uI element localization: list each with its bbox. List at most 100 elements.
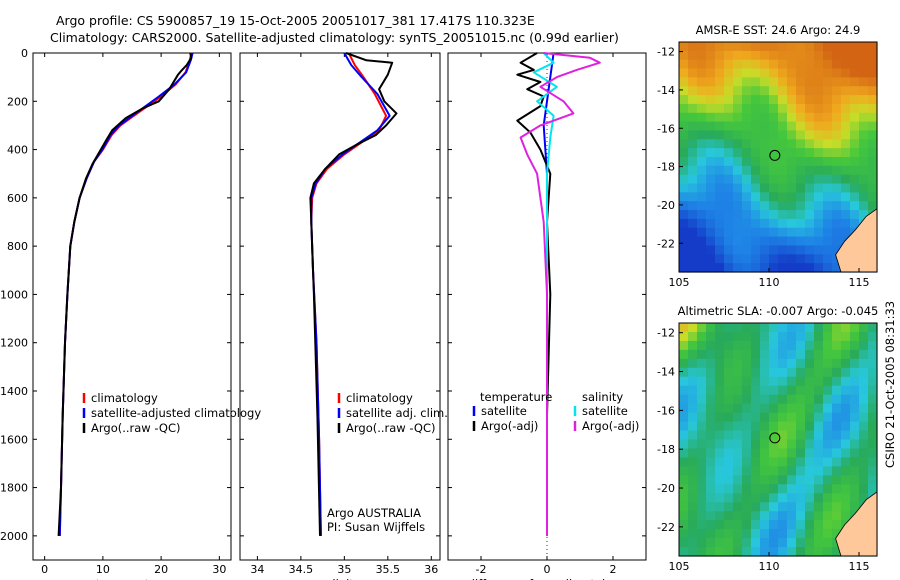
map-cell xyxy=(751,121,761,132)
map-cell xyxy=(859,448,869,459)
map-cell xyxy=(850,412,860,423)
map-cell xyxy=(841,439,851,450)
map-cell xyxy=(769,68,779,78)
map-cell xyxy=(715,139,725,149)
map-cell xyxy=(778,376,788,387)
map-cell xyxy=(724,121,734,132)
map-cell xyxy=(823,130,833,140)
map-cell xyxy=(832,263,842,273)
map-cell xyxy=(760,466,770,476)
map-cell xyxy=(841,323,851,333)
map-cell xyxy=(715,148,725,158)
map-cell xyxy=(742,192,752,202)
map-cell xyxy=(742,68,752,78)
map-cell xyxy=(697,174,707,185)
map-cell xyxy=(805,174,815,185)
map-cell xyxy=(868,59,878,70)
map-cell xyxy=(688,245,698,255)
map-cell xyxy=(769,340,779,351)
map-cell xyxy=(679,430,689,441)
map-cell xyxy=(733,457,743,467)
map-cell xyxy=(841,227,851,238)
map-cell xyxy=(742,484,752,494)
map-cell xyxy=(724,148,734,158)
map-cell xyxy=(724,254,734,264)
map-cell xyxy=(814,421,824,432)
annotation-pi: PI: Susan Wijffels xyxy=(327,520,425,534)
map-cell xyxy=(733,130,743,140)
map-cell xyxy=(769,42,779,52)
map-cell xyxy=(751,331,761,342)
map-cell xyxy=(679,403,689,414)
map-cell xyxy=(724,201,734,211)
map-cell xyxy=(733,331,743,342)
map-cell xyxy=(697,157,707,167)
map-cell xyxy=(841,210,851,220)
map-cell xyxy=(715,130,725,140)
map-cell xyxy=(823,331,833,342)
map-cell xyxy=(823,218,833,229)
map-cell xyxy=(697,529,707,539)
map-cell xyxy=(715,165,725,176)
map-cell xyxy=(697,358,707,369)
map-cell xyxy=(814,227,824,238)
map-cell xyxy=(778,331,788,342)
map-cell xyxy=(715,385,725,396)
map-cell xyxy=(841,484,851,494)
map-cell xyxy=(733,263,743,273)
map-cell xyxy=(814,42,824,52)
map-cell xyxy=(859,50,869,61)
map-cell xyxy=(742,86,752,96)
map-cell xyxy=(688,466,698,476)
map-cell xyxy=(868,385,878,396)
map-cell xyxy=(769,502,779,512)
map-cell xyxy=(742,112,752,123)
map-cell xyxy=(823,112,833,123)
map-cell xyxy=(688,403,698,414)
x-tick-label: -2 xyxy=(476,563,487,576)
map-cell xyxy=(823,139,833,149)
map-cell xyxy=(688,130,698,140)
map-cell xyxy=(751,538,761,548)
map-cell xyxy=(688,340,698,351)
map-cell xyxy=(832,430,842,441)
map-cell xyxy=(778,448,788,459)
map-cell xyxy=(742,245,752,255)
map-cell xyxy=(769,529,779,539)
map-cell xyxy=(724,529,734,539)
map-cell xyxy=(679,254,689,264)
map-cell xyxy=(787,157,797,167)
map-cell xyxy=(778,95,788,105)
x-tick-label: 2 xyxy=(610,563,617,576)
map-cell xyxy=(679,466,689,476)
map-cell xyxy=(688,475,698,485)
map-cell xyxy=(697,421,707,432)
map-cell xyxy=(769,86,779,96)
map-cell xyxy=(742,174,752,185)
map-cell xyxy=(796,68,806,78)
map-cell xyxy=(751,466,761,476)
map-cell xyxy=(787,323,797,333)
map-cell xyxy=(787,183,797,193)
map-cell xyxy=(679,103,689,114)
map-cell xyxy=(814,77,824,87)
map-cell xyxy=(841,103,851,114)
map-cell xyxy=(832,475,842,485)
map-cell xyxy=(706,103,716,114)
map-cell xyxy=(832,520,842,530)
map-cell xyxy=(769,323,779,333)
map-cell xyxy=(850,201,860,211)
map-cell xyxy=(733,421,743,432)
map-cell xyxy=(679,502,689,512)
map-cell xyxy=(706,457,716,467)
map-cell xyxy=(724,59,734,70)
map-cell xyxy=(769,466,779,476)
map-cell xyxy=(796,331,806,342)
map-cell xyxy=(688,174,698,185)
map-cell xyxy=(850,95,860,105)
map-cell xyxy=(814,547,824,557)
map-cell xyxy=(841,50,851,61)
map-cell xyxy=(841,174,851,185)
map-cell xyxy=(796,59,806,70)
map-cell xyxy=(850,103,860,114)
